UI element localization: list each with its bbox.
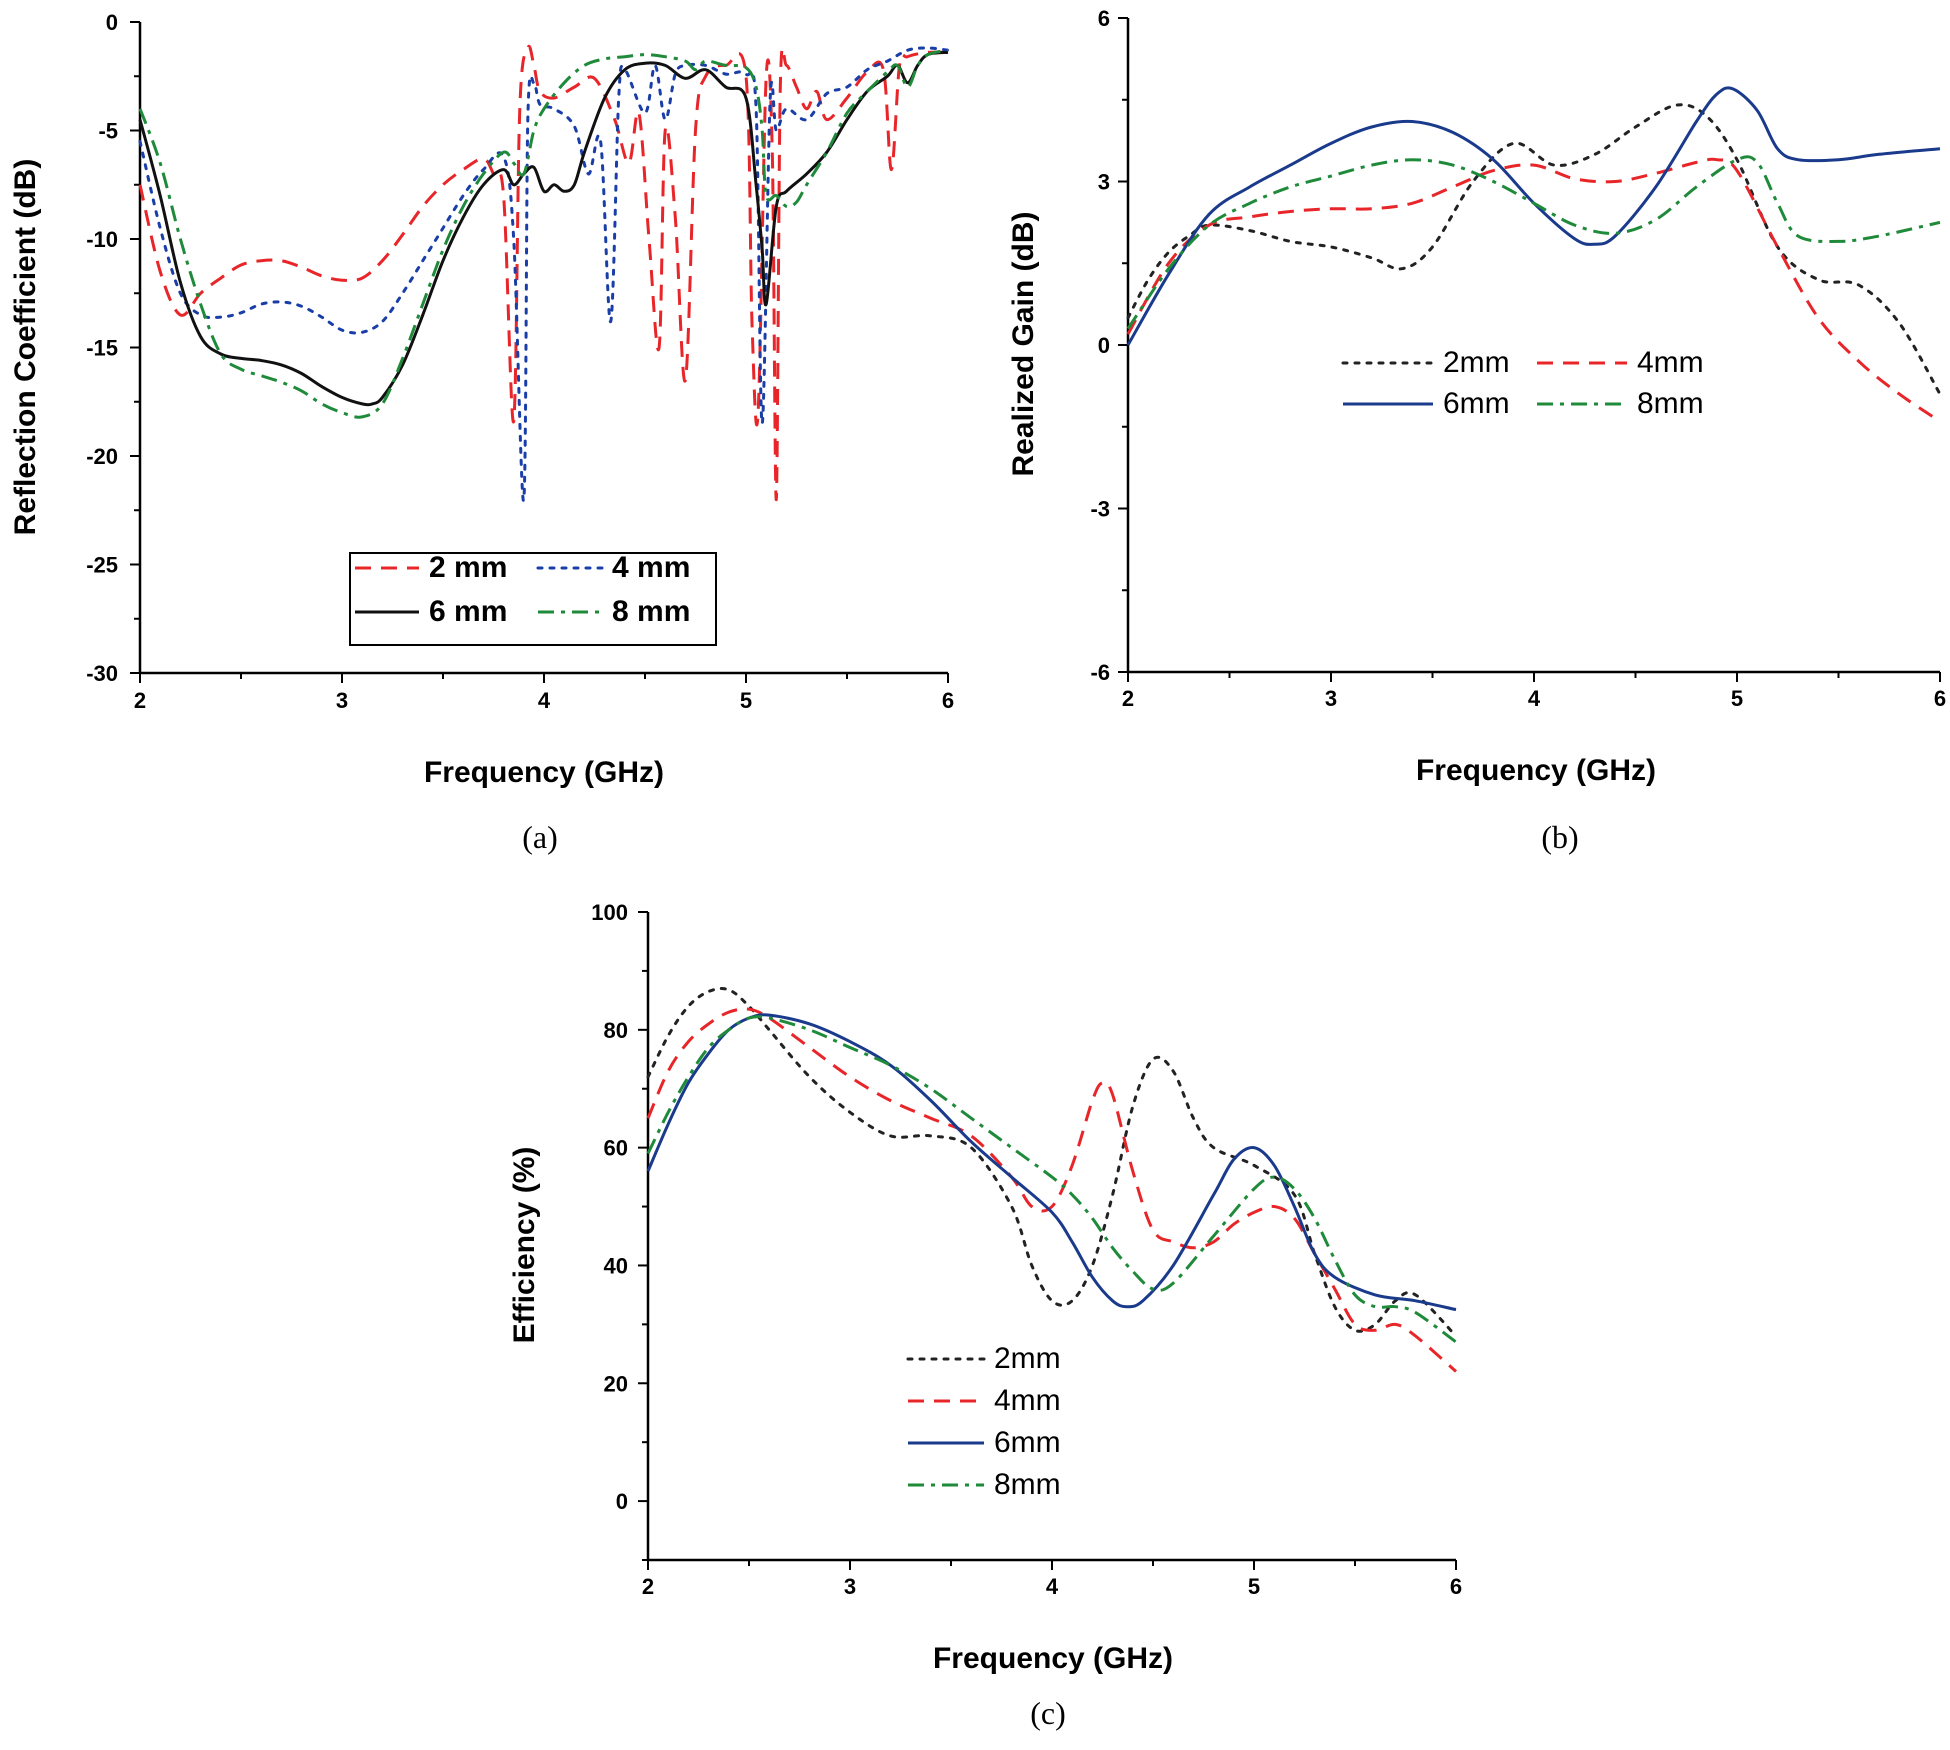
p3-x-tick-label: 2 (642, 1574, 654, 1599)
p3-legend-label: 6mm (994, 1426, 1061, 1459)
p2-x-tick-label: 4 (1528, 686, 1541, 711)
p3-legend-label: 8mm (994, 1468, 1061, 1501)
p3-x-tick-label: 6 (1450, 1574, 1462, 1599)
p1-y-tick-label: -10 (86, 227, 118, 252)
p3-legend: 2mm 4mm 6mm 8mm (906, 1342, 1061, 1501)
p1-y-tick-label: 0 (106, 10, 118, 35)
p2-x-tick-label: 6 (1934, 686, 1946, 711)
p3-series-line-2mm (646, 987, 1458, 1338)
p2-x-tick-label: 2 (1122, 686, 1134, 711)
p1-panel-label: (a) (522, 819, 558, 855)
p1-series-line-2mm (138, 44, 949, 501)
p2-legend-label: 2mm (1443, 346, 1510, 379)
p3-x-axis-title: Frequency (GHz) (933, 1642, 1173, 1675)
panel-b-chart: 2 3 4 5 6 -6 -3 0 3 6 Frequency (GHz) Realized Gain… (1007, 6, 1946, 855)
p2-series-line-6mm (1126, 86, 1941, 346)
p2-x-tick-label: 5 (1731, 686, 1743, 711)
p3-y-tick-label: 60 (604, 1136, 628, 1161)
p1-y-tick-label: -20 (86, 444, 118, 469)
p3-y-tick-label: 20 (604, 1371, 628, 1396)
p1-x-tick-label: 4 (538, 688, 551, 713)
p3-y-tick-label: 40 (604, 1253, 628, 1278)
p1-x-axis-title: Frequency (GHz) (424, 756, 664, 789)
p1-legend-label: 4 mm (612, 551, 690, 584)
p1-x-tick-label: 5 (740, 688, 752, 713)
p1-y-axis-title: Reflection Coefficient (dB) (9, 159, 42, 536)
p3-series-line-4mm (646, 1007, 1457, 1373)
p1-series-line-4mm (138, 46, 950, 503)
p1-x-tick-label: 3 (336, 688, 348, 713)
p2-y-tick-label: 3 (1098, 170, 1110, 195)
p1-series-line-8mm (138, 48, 949, 419)
p3-x-tick-label: 3 (844, 1574, 856, 1599)
p2-x-axis-title: Frequency (GHz) (1416, 754, 1656, 787)
p3-y-tick-label: 0 (616, 1489, 628, 1514)
p2-legend: 2mm 4mm 6mm 8mm (1341, 346, 1704, 420)
p1-y-tick-label: -5 (98, 119, 118, 144)
p3-panel-label: (c) (1030, 1695, 1066, 1731)
p3-x-tick-label: 4 (1046, 1574, 1059, 1599)
p1-series-line-6mm (138, 50, 949, 407)
p1-legend: 2 mm 4 mm 6 mm 8 mm (349, 551, 717, 646)
p3-series-line-6mm (646, 1013, 1457, 1312)
p2-y-tick-label: 6 (1098, 6, 1110, 31)
p2-x-tick-label: 3 (1325, 686, 1337, 711)
panel-a-chart: 2 3 4 5 6 -30 -25 -20 -15 -10 -5 0 Frequency (GHz) Re… (9, 10, 954, 855)
p1-x-tick-label: 2 (134, 688, 146, 713)
p3-x-tick-label: 5 (1248, 1574, 1260, 1599)
p1-legend-label: 2 mm (429, 551, 507, 584)
p3-y-tick-label: 100 (591, 900, 628, 925)
p1-y-tick-label: -30 (86, 661, 118, 686)
p2-series-line-8mm (1126, 155, 1941, 330)
p3-series-line-8mm (646, 1015, 1457, 1344)
p1-legend-label: 8 mm (612, 595, 690, 628)
p1-legend-label: 6 mm (429, 595, 507, 628)
p3-legend-label: 4mm (994, 1384, 1061, 1417)
p3-y-axis-title: Efficiency (%) (508, 1147, 541, 1344)
p2-panel-label: (b) (1541, 819, 1578, 855)
p2-legend-label: 8mm (1637, 387, 1704, 420)
p1-y-tick-label: -15 (86, 336, 118, 361)
p3-legend-label: 2mm (994, 1342, 1061, 1375)
p2-legend-label: 4mm (1637, 346, 1704, 379)
p2-legend-label: 6mm (1443, 387, 1510, 420)
p2-y-tick-label: -3 (1090, 497, 1110, 522)
p3-y-tick-label: 80 (604, 1018, 628, 1043)
p2-y-tick-label: -6 (1090, 660, 1110, 685)
p2-y-axis-title: Realized Gain (dB) (1007, 211, 1040, 476)
p1-y-tick-label: -25 (86, 553, 118, 578)
p2-series-line-4mm (1126, 157, 1941, 423)
p1-x-tick-label: 6 (942, 688, 954, 713)
p2-y-tick-label: 0 (1098, 333, 1110, 358)
p2-series-line-2mm (1126, 103, 1942, 396)
